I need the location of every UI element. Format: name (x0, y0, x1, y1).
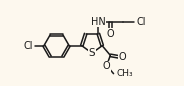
Text: O: O (103, 61, 110, 71)
Text: O: O (118, 52, 126, 62)
Text: S: S (89, 48, 95, 58)
Text: CH₃: CH₃ (117, 69, 133, 78)
Text: Cl: Cl (136, 17, 146, 27)
Text: O: O (107, 29, 114, 39)
Text: HN: HN (91, 17, 106, 27)
Text: Cl: Cl (24, 41, 33, 51)
